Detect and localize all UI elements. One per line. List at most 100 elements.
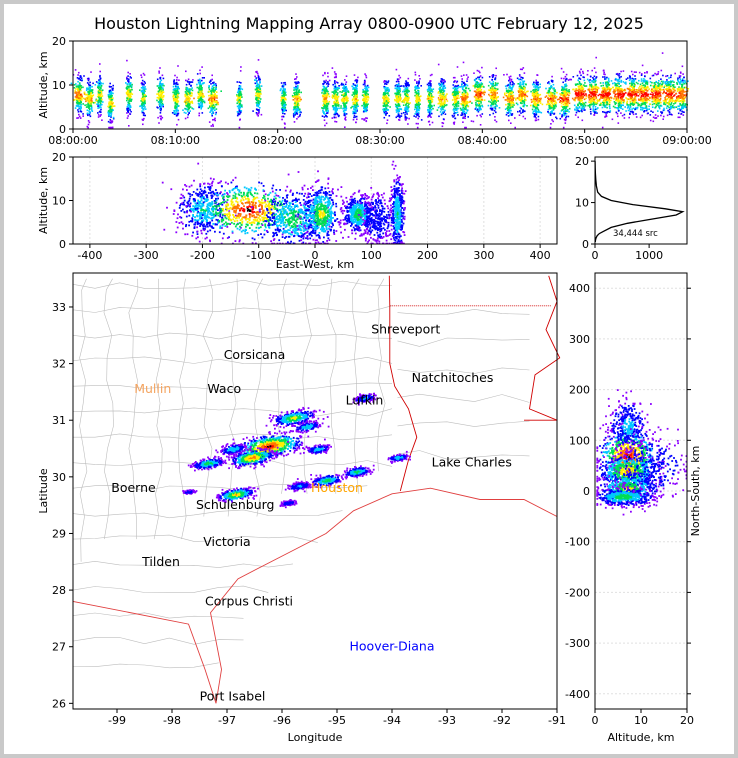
time-altitude-point [474,99,477,102]
time-altitude-point [491,107,494,110]
time-altitude-point [340,99,343,101]
time-altitude-point [489,114,491,116]
time-altitude-point [507,112,509,114]
time-altitude-point [324,124,326,127]
time-altitude-point [456,101,458,104]
time-altitude-point [109,109,112,111]
time-altitude-point [395,109,398,111]
time-altitude-point [353,112,356,115]
time-altitude-point [405,106,408,109]
time-altitude-point [177,65,179,67]
time-altitude-point [159,84,162,86]
time-altitude-point [364,85,366,87]
time-altitude-point [396,100,399,103]
time-altitude-point [203,82,205,84]
time-altitude-point [215,103,218,106]
time-altitude-point [465,108,467,111]
time-altitude-point [284,126,286,129]
time-altitude-point [293,121,296,123]
time-altitude-point [403,98,405,101]
time-altitude-point [397,78,400,80]
time-altitude-point [437,106,440,109]
time-altitude-point [99,77,102,80]
time-altitude-point [427,101,430,103]
time-altitude-point [495,101,497,104]
time-altitude-point [201,90,203,92]
time-altitude-point [198,106,200,109]
time-altitude-point [491,94,493,97]
time-altitude-point [353,116,355,119]
time-altitude-point [398,100,401,102]
time-altitude-point [509,106,511,109]
time-altitude-point [522,77,524,79]
time-altitude-point [238,101,240,103]
time-altitude-point [520,100,522,102]
time-altitude-point [332,108,335,111]
time-altitude-point [430,98,433,101]
time-altitude-point [430,109,433,111]
time-altitude-point [325,83,328,85]
time-altitude-point [365,85,367,88]
time-altitude-point [387,90,390,93]
time-altitude-point [158,122,160,124]
time-altitude-point [492,112,495,115]
time-altitude-point [182,109,184,111]
time-altitude-point [127,91,130,94]
time-altitude-point [207,99,210,101]
time-altitude-point [336,113,339,116]
time-altitude-point [337,95,340,98]
time-altitude-point [323,92,325,95]
time-altitude-point [100,87,102,90]
time-altitude-point [433,104,435,107]
time-altitude-point [479,90,482,92]
time-altitude-point [281,115,283,118]
time-altitude-point [491,101,493,104]
time-altitude-point [88,95,90,97]
time-altitude-point [402,112,405,114]
time-altitude-point [186,105,189,108]
time-altitude-point [403,89,406,91]
time-altitude-point [326,105,329,108]
time-altitude-point [463,99,466,101]
time-altitude-point [88,86,91,89]
time-altitude-point [236,105,239,108]
time-altitude-point [397,97,399,100]
time-altitude-point [474,108,477,110]
time-altitude-point [428,101,431,104]
time-altitude-point [323,111,325,114]
time-altitude-point [344,116,347,118]
time-altitude-point [185,86,188,89]
time-altitude-point [100,92,102,94]
time-altitude-point [89,93,92,96]
time-altitude-point [408,117,410,120]
time-altitude-point [176,86,179,89]
time-altitude-point [174,101,177,104]
time-altitude-point [383,87,386,89]
time-altitude-point [454,85,457,87]
time-altitude-point [383,96,385,99]
time-altitude-point [187,103,189,106]
time-altitude-point [440,78,443,80]
time-altitude-point [202,100,204,103]
time-altitude-point [406,95,409,98]
time-altitude-point [334,107,337,110]
time-altitude-point [111,104,113,107]
time-altitude-point [507,107,510,109]
time-altitude-point [140,87,143,89]
time-altitude-point [494,87,496,89]
time-altitude-point [442,86,444,88]
time-altitude-point [362,110,365,113]
time-altitude-point [111,95,113,97]
time-altitude-point [355,121,357,124]
time-altitude-point [331,91,334,93]
time-altitude-point [327,85,329,87]
time-altitude-point [455,109,458,111]
time-altitude-point [174,96,177,98]
time-altitude-point [324,113,326,115]
time-altitude-point [297,97,299,100]
time-altitude-point [510,97,513,99]
time-altitude-point [108,95,111,97]
time-altitude-point [88,105,91,108]
time-altitude-point [283,113,286,115]
time-altitude-point [260,93,262,95]
